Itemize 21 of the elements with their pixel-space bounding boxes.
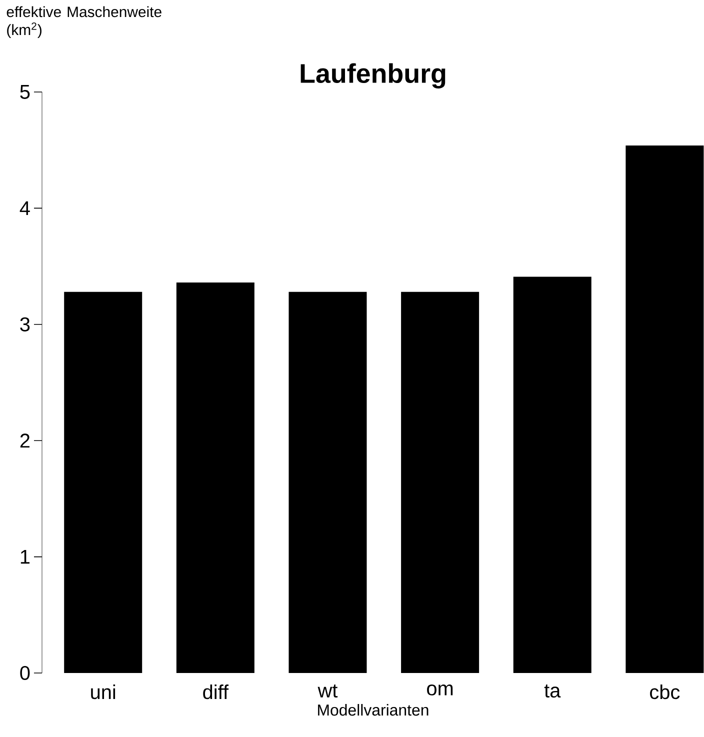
y-tick-label: 4 — [20, 201, 30, 216]
bar — [513, 276, 592, 673]
x-tick-label: diff — [203, 684, 229, 700]
bar — [626, 145, 704, 673]
bar — [176, 282, 254, 673]
chart-title: Laufenburg — [300, 63, 446, 88]
bar — [288, 292, 367, 673]
y-axis-title: effektive Maschenweite (km$^{2}$) — [6, 6, 162, 38]
y-tick-label: 2 — [20, 434, 30, 448]
bar — [64, 292, 142, 673]
x-tick-label: cbc — [650, 684, 680, 700]
x-tick-label: uni — [91, 684, 116, 700]
bar — [401, 292, 480, 673]
x-tick-label: om — [427, 684, 453, 696]
x-axis-title: Modellvarianten — [318, 704, 428, 716]
y-tick-label: 5 — [20, 85, 30, 99]
x-tick-label: wt — [318, 684, 338, 698]
y-tick-label: 3 — [20, 317, 30, 332]
x-tick-label: ta — [544, 684, 561, 698]
y-tick-label: 0 — [20, 666, 30, 680]
y-tick-label: 1 — [20, 550, 30, 564]
